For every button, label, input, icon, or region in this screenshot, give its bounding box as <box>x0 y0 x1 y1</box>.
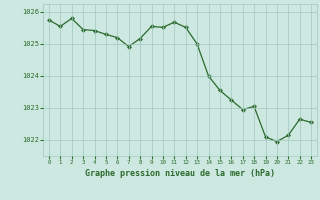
X-axis label: Graphe pression niveau de la mer (hPa): Graphe pression niveau de la mer (hPa) <box>85 169 275 178</box>
